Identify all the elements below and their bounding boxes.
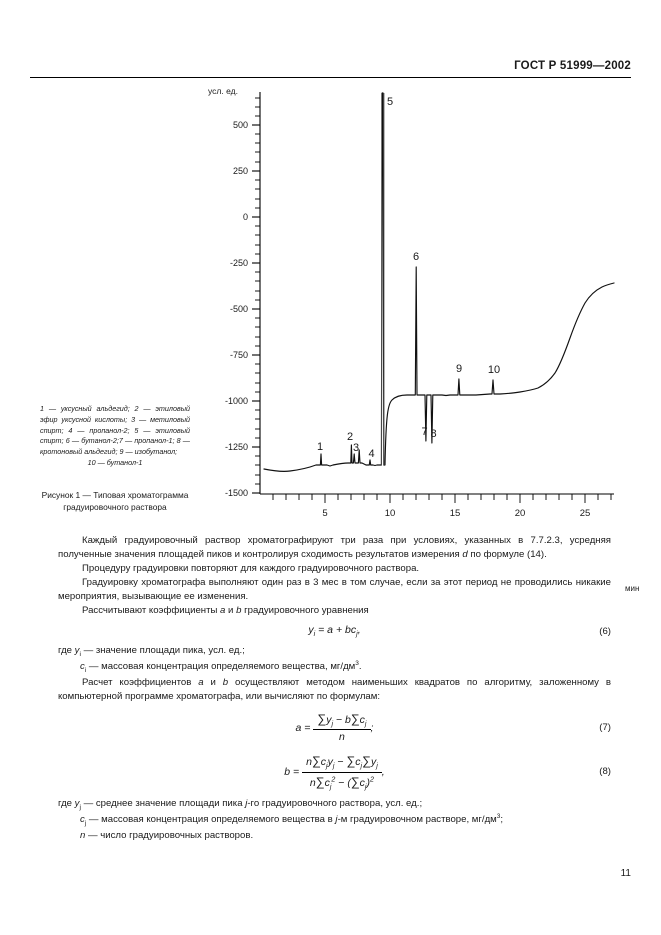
where-4-text: — массовая концентрация определяемого ве… xyxy=(86,814,336,826)
svg-text:250: 250 xyxy=(233,166,248,176)
svg-text:5: 5 xyxy=(322,508,327,519)
formula-6-expression: yi = a + bcj, xyxy=(308,624,361,639)
coefficient-b-inline-2: b xyxy=(222,676,229,688)
figure-chromatogram: усл. ед. xyxy=(28,84,639,593)
where-3-sub: j xyxy=(79,803,81,811)
paragraph-4-tail: градуировочного уравнения xyxy=(241,604,369,616)
figure-caption: Рисунок 1 — Типовая хроматограмма градуи… xyxy=(41,490,189,513)
where-4-text2: -м градуировочном растворе, мг/дм xyxy=(337,814,497,826)
where-4-italic: j xyxy=(335,814,338,826)
where-4-sub: j xyxy=(84,820,87,828)
where-1-var: y xyxy=(74,644,80,656)
paragraph-2: Процедуру градуировки повторяют для кажд… xyxy=(82,562,420,574)
where-2-sup: 3 xyxy=(355,660,359,668)
chromatogram-plot: 500 250 0 -250 -500 -750 -1000 -1250 -15… xyxy=(225,92,615,519)
svg-text:0: 0 xyxy=(243,212,248,222)
formula-6-row: yi = a + bcj, (6) xyxy=(58,623,611,639)
figure-legend-last-line: 10 — бутанол-1 xyxy=(87,457,143,467)
paragraph-5-pre: Расчет коэффициентов xyxy=(82,676,199,688)
svg-text:500: 500 xyxy=(233,120,248,130)
paragraph-5: Расчет коэффициентов a и b осуществляют … xyxy=(58,676,611,704)
where-1-pre: где xyxy=(58,644,75,656)
where-line-4: cj — массовая концентрация определяемого… xyxy=(58,812,611,829)
where-line-1: где yi — значение площади пика, усл. ед.… xyxy=(58,644,611,659)
where-1-sub: i xyxy=(79,650,81,658)
svg-text:15: 15 xyxy=(450,508,461,519)
formula-8-number: (8) xyxy=(599,766,611,778)
where-line-2: ci — массовая концентрация определяемого… xyxy=(58,659,611,676)
page-header-standard-number: ГОСТ Р 51999—2002 xyxy=(514,60,631,72)
figure-legend: 1 — уксусный альдегид; 2 — этиловый эфир… xyxy=(40,404,190,469)
formula-7-expression: a = ∑yj − b∑cj n; xyxy=(295,711,374,744)
where-line-5: n — число градуировочных растворов. xyxy=(58,829,611,843)
coefficient-a-inline-2: a xyxy=(198,676,204,688)
document-body: Каждый градуировочный раствор хроматогра… xyxy=(58,534,611,843)
paragraph-1-text: Каждый градуировочный раствор хроматогра… xyxy=(58,535,611,560)
svg-text:-1250: -1250 xyxy=(225,442,248,452)
svg-text:10: 10 xyxy=(385,508,396,519)
where-2-var: c xyxy=(80,661,85,673)
where-2-sub: i xyxy=(84,667,87,675)
where-line-3: где yj — среднее значение площади пика j… xyxy=(58,797,611,812)
peak-label-10: 10 xyxy=(488,364,500,376)
peak-label-4: 4 xyxy=(368,448,374,460)
where-3-pre: где xyxy=(58,797,75,809)
peak-label-8: 8 xyxy=(430,428,436,440)
peak-label-2: 2 xyxy=(347,431,353,443)
paragraph-1-variable: d xyxy=(462,548,468,560)
formula-7-number: (7) xyxy=(599,721,611,733)
where-3-italic: j xyxy=(245,797,248,809)
header-divider xyxy=(30,77,631,78)
svg-text:-250: -250 xyxy=(230,258,248,268)
paragraph-3: Градуировку хроматографа выполняют один … xyxy=(58,576,611,602)
paragraph-4-pre: Рассчитывают коэффициенты xyxy=(82,604,221,616)
svg-text:25: 25 xyxy=(580,508,591,519)
paragraph-1-tail: по формуле (14). xyxy=(467,548,547,560)
svg-text:20: 20 xyxy=(515,508,526,519)
figure-legend-text: 1 — уксусный альдегид; 2 — этиловый эфир… xyxy=(40,404,190,457)
peak-label-1: 1 xyxy=(317,441,323,453)
svg-text:-1000: -1000 xyxy=(225,396,248,406)
peak-label-3: 3 xyxy=(353,442,359,454)
formula-7-row: a = ∑yj − b∑cj n; (7) xyxy=(58,710,611,747)
page-number: 11 xyxy=(620,868,631,879)
where-3-text2: -го градуировочного раствора, усл. ед.; xyxy=(247,797,423,809)
svg-text:-750: -750 xyxy=(230,350,248,360)
where-3-var: y xyxy=(74,797,80,809)
paragraph-1: Каждый градуировочный раствор хроматогра… xyxy=(58,534,611,562)
where-4-end: ; xyxy=(500,814,504,826)
where-1-text: — значение площади пика, усл. ед.; xyxy=(80,644,245,656)
paragraph-5-tail: осуществляют методом наименьших квадрато… xyxy=(58,676,611,702)
where-5-text: — число градуировочных растворов. xyxy=(85,829,254,841)
coefficient-b-inline: b xyxy=(236,604,242,616)
peak-label-7: 7 xyxy=(421,426,427,438)
where-5-var: n xyxy=(80,829,86,841)
paragraph-4-conj: и xyxy=(225,604,237,616)
y-axis-label: усл. ед. xyxy=(208,86,238,96)
peak-label-5: 5 xyxy=(387,96,393,108)
where-2-text: — массовая концентрация определяемого ве… xyxy=(86,661,356,673)
formula-8-expression: b = n∑cjyj − ∑cj∑yj n∑cj2 − (∑cj)2, xyxy=(284,754,385,792)
formula-8-row: b = n∑cjyj − ∑cj∑yj n∑cj2 − (∑cj)2, (8) xyxy=(58,752,611,793)
peak-label-6: 6 xyxy=(413,251,419,263)
svg-text:-1500: -1500 xyxy=(225,488,248,498)
peak-label-9: 9 xyxy=(456,363,462,375)
svg-text:-500: -500 xyxy=(230,304,248,314)
where-2-end: . xyxy=(358,661,362,673)
formula-6-number: (6) xyxy=(599,625,611,637)
x-axis-unit-label: мин xyxy=(625,584,640,593)
paragraph-5-conj: и xyxy=(203,676,223,688)
where-4-sup: 3 xyxy=(496,813,501,821)
where-3-text: — среднее значение площади пика xyxy=(80,797,246,809)
where-4-var: c xyxy=(80,814,85,826)
paragraph-4: Рассчитывают коэффициенты a и b градуиро… xyxy=(58,604,611,618)
coefficient-a-inline: a xyxy=(220,604,226,616)
